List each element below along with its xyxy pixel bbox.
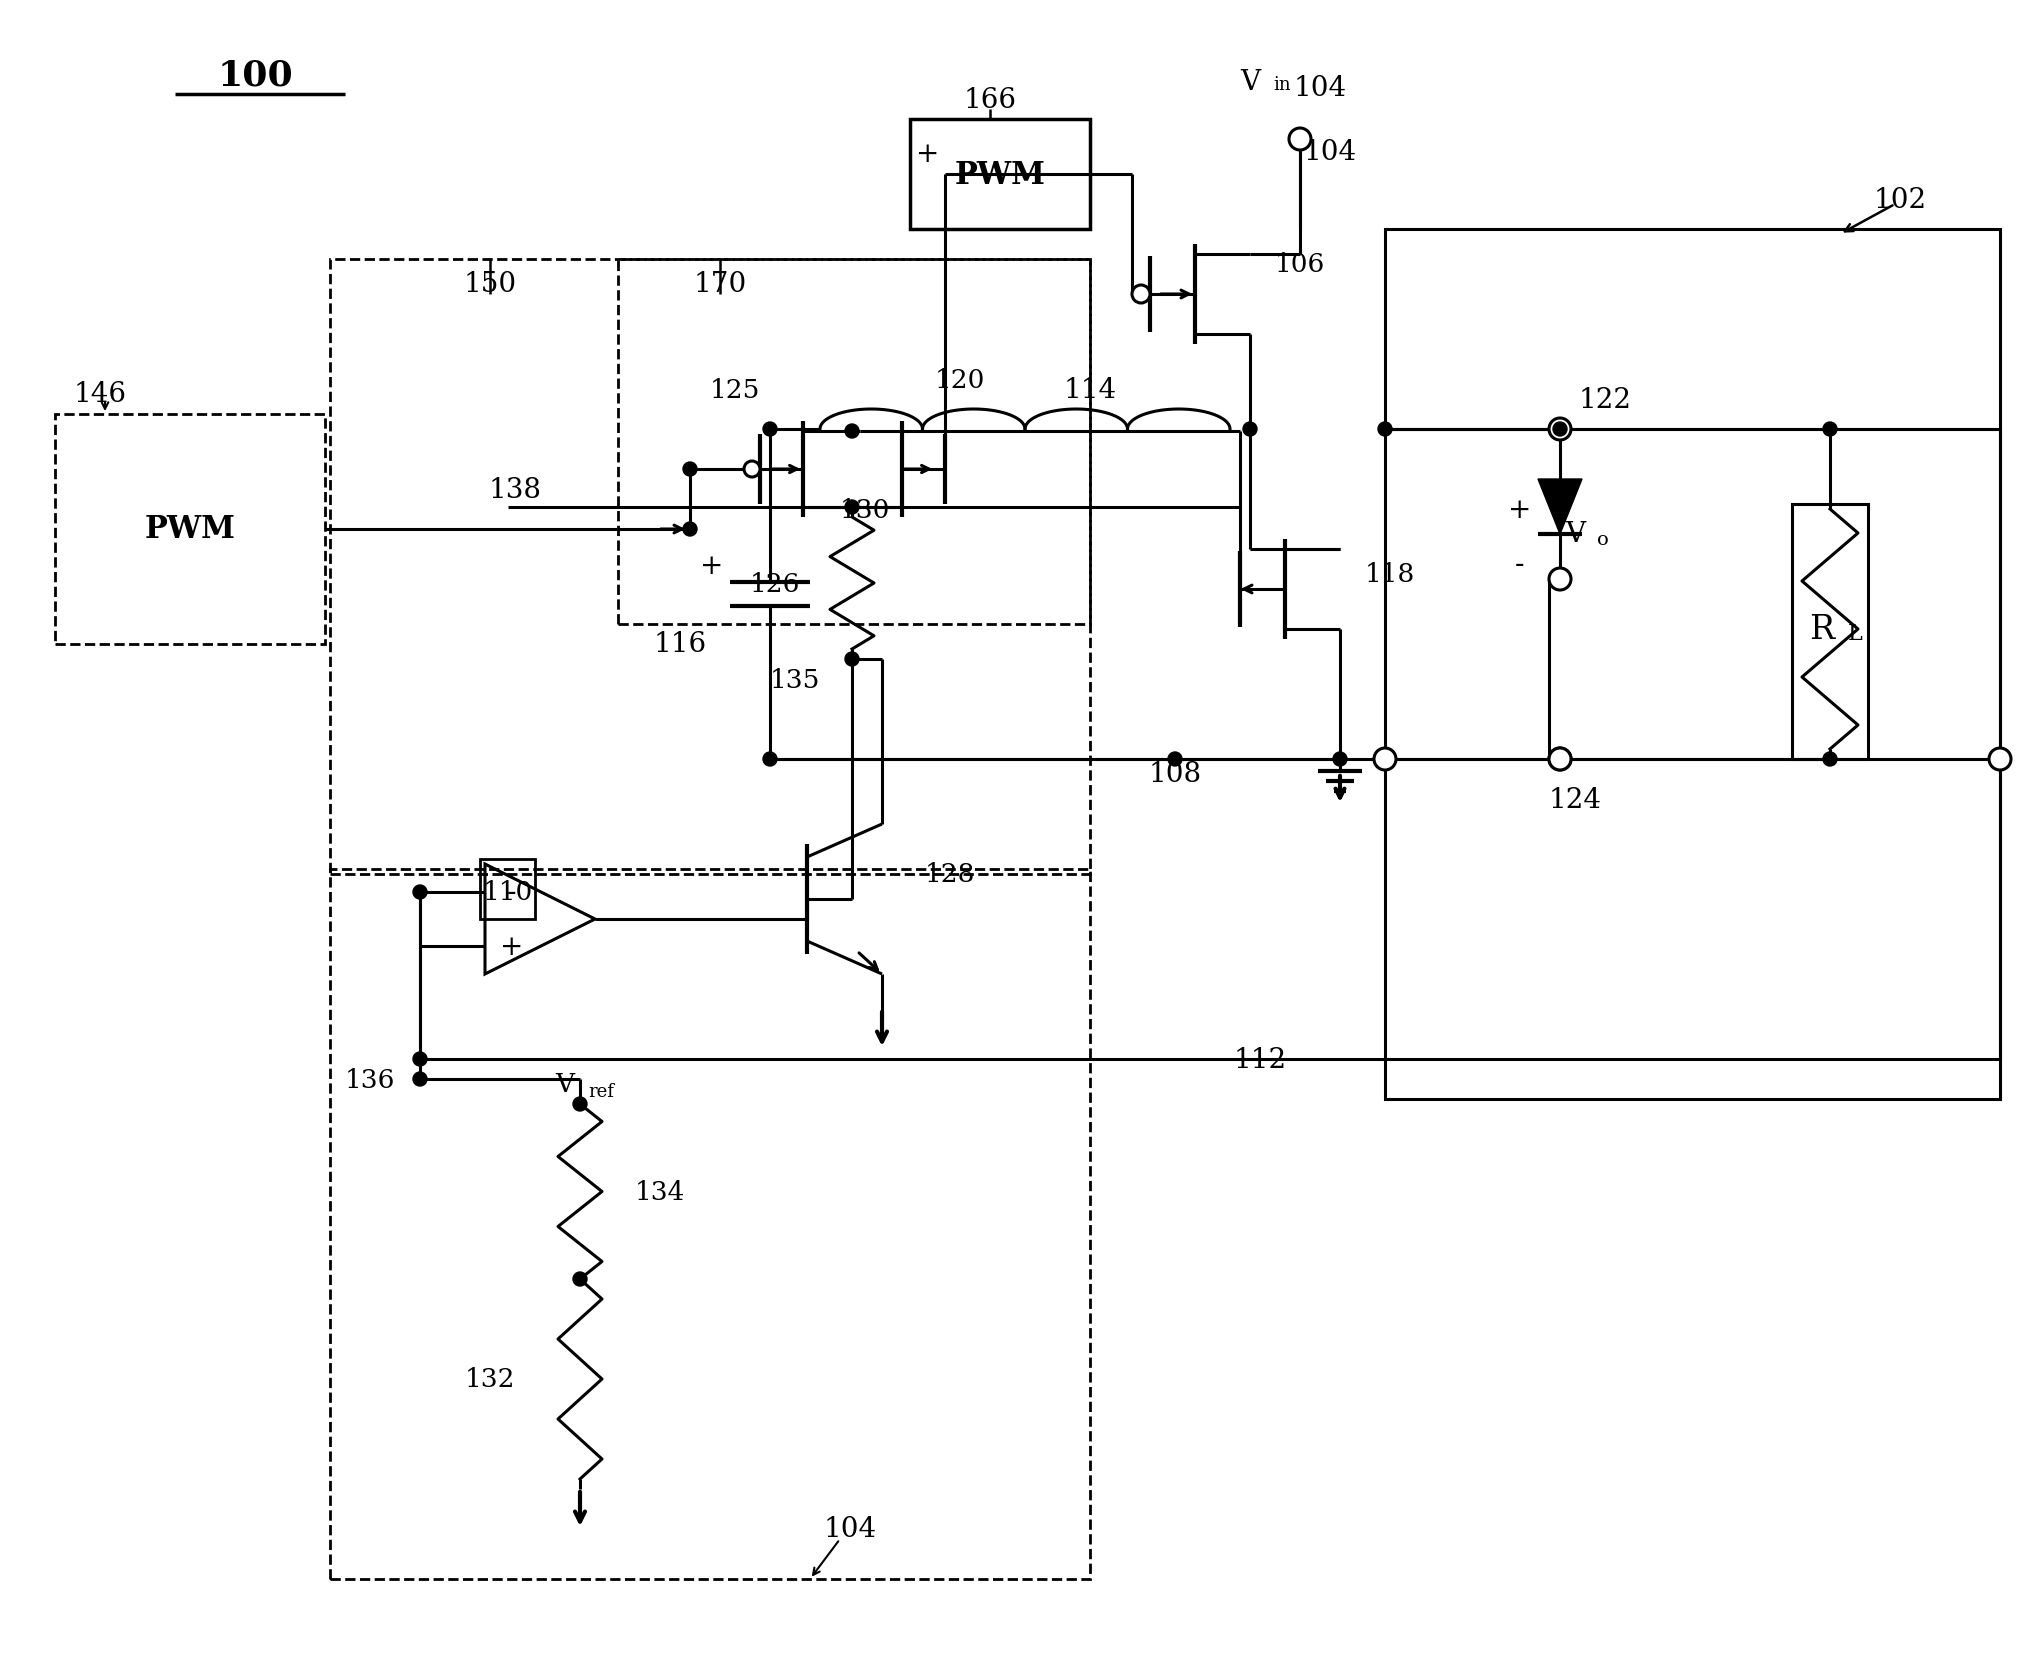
Text: 134: 134	[635, 1178, 686, 1203]
Text: +: +	[1509, 496, 1531, 523]
Text: V: V	[556, 1072, 574, 1097]
Text: 116: 116	[654, 631, 706, 659]
Circle shape	[682, 463, 696, 477]
Text: 102: 102	[1873, 187, 1926, 213]
Circle shape	[1549, 748, 1572, 771]
Circle shape	[1132, 286, 1150, 305]
Text: 138: 138	[489, 477, 542, 503]
Circle shape	[1334, 753, 1348, 766]
Text: 126: 126	[749, 571, 800, 596]
Circle shape	[1989, 748, 2012, 771]
Text: 114: 114	[1063, 376, 1116, 404]
Text: L: L	[1849, 622, 1863, 644]
Text: 118: 118	[1364, 563, 1415, 588]
Circle shape	[1822, 422, 1836, 437]
Text: 125: 125	[711, 377, 759, 402]
Text: -: -	[1515, 551, 1525, 578]
Text: -: -	[507, 879, 517, 905]
Text: 130: 130	[839, 496, 890, 523]
Circle shape	[1169, 753, 1183, 766]
Circle shape	[572, 1273, 586, 1286]
Circle shape	[413, 1053, 428, 1066]
Text: 104: 104	[1303, 139, 1356, 166]
Text: 124: 124	[1549, 786, 1602, 813]
Circle shape	[743, 462, 759, 478]
Text: 108: 108	[1148, 761, 1201, 788]
Text: +: +	[501, 933, 523, 962]
Text: 104: 104	[1293, 74, 1346, 101]
Text: 166: 166	[963, 86, 1016, 114]
Text: 110: 110	[483, 880, 533, 905]
Text: PWM: PWM	[145, 515, 236, 544]
Text: 100: 100	[218, 58, 293, 93]
Bar	[1792, 505, 1867, 760]
Circle shape	[572, 1097, 586, 1111]
Bar	[55, 415, 326, 644]
Text: V: V	[1566, 521, 1586, 548]
Circle shape	[764, 422, 778, 437]
Bar	[619, 260, 1089, 624]
Text: 104: 104	[823, 1516, 878, 1542]
Circle shape	[1822, 753, 1836, 766]
Circle shape	[764, 753, 778, 766]
Text: +: +	[916, 141, 941, 169]
Text: 128: 128	[924, 862, 975, 887]
Circle shape	[413, 885, 428, 899]
Circle shape	[845, 501, 859, 515]
Circle shape	[1244, 422, 1256, 437]
Text: 122: 122	[1578, 386, 1631, 414]
Text: ref: ref	[588, 1082, 615, 1101]
Circle shape	[1553, 422, 1568, 437]
Text: R: R	[1810, 614, 1834, 645]
Circle shape	[845, 425, 859, 439]
Text: 132: 132	[464, 1367, 515, 1392]
Bar	[330, 260, 1089, 874]
Text: o: o	[1596, 531, 1608, 549]
Text: 120: 120	[935, 367, 985, 392]
Text: PWM: PWM	[955, 159, 1044, 190]
Bar	[480, 859, 535, 920]
Circle shape	[413, 1072, 428, 1086]
Circle shape	[682, 523, 696, 536]
Text: 112: 112	[1234, 1046, 1287, 1072]
Circle shape	[1549, 748, 1572, 771]
Circle shape	[1378, 422, 1393, 437]
Text: 146: 146	[73, 381, 126, 409]
Circle shape	[1549, 419, 1572, 440]
Text: 106: 106	[1275, 252, 1325, 278]
Circle shape	[1289, 129, 1311, 151]
Text: in: in	[1272, 76, 1291, 94]
Text: 136: 136	[344, 1067, 395, 1092]
Polygon shape	[1537, 480, 1582, 535]
Text: V: V	[1240, 68, 1260, 96]
Bar	[910, 119, 1089, 230]
Text: 150: 150	[464, 271, 517, 298]
Bar	[330, 869, 1089, 1579]
Circle shape	[1549, 569, 1572, 591]
Text: 170: 170	[694, 271, 747, 298]
Text: 135: 135	[770, 667, 821, 692]
Bar	[1384, 230, 1999, 1099]
Circle shape	[1374, 748, 1397, 771]
Text: +: +	[700, 553, 723, 581]
Circle shape	[845, 652, 859, 667]
